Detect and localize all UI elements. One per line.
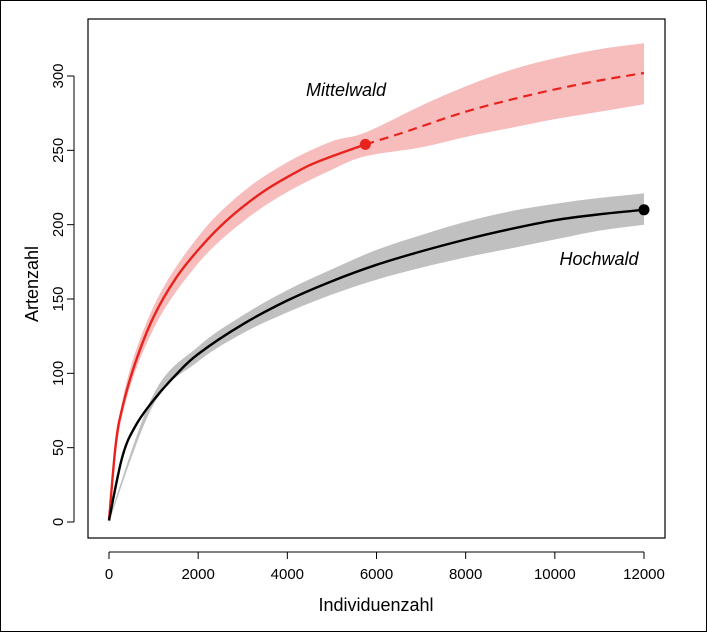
series-lines	[107, 71, 650, 521]
line-mittelwald	[107, 143, 366, 521]
band-mittelwald	[109, 43, 644, 523]
x-tick-label: 0	[105, 566, 113, 583]
y-axis: 0 50 100 150 200 250 300	[50, 63, 75, 526]
x-axis: 0 2000 4000 6000 8000 10000 12000	[105, 551, 665, 583]
confidence-bands	[109, 43, 644, 523]
x-tick-label: 4000	[271, 566, 304, 583]
y-tick-label: 150	[50, 286, 67, 311]
extrapolation-mittelwald	[365, 71, 645, 146]
y-tick-label: 300	[50, 63, 67, 88]
y-tick-label: 200	[50, 212, 67, 237]
series-label-mittelwald: Mittelwald	[306, 80, 387, 100]
x-tick-label: 6000	[360, 566, 393, 583]
observed-point-mittelwald	[359, 138, 371, 150]
x-tick-label: 8000	[449, 566, 482, 583]
y-tick-label: 50	[50, 439, 67, 456]
y-tick-label: 0	[50, 518, 67, 526]
observed-point-hochwald	[638, 204, 650, 216]
plot-area-border	[87, 18, 666, 539]
series-label-hochwald: Hochwald	[559, 249, 639, 269]
line-hochwald	[107, 208, 645, 521]
y-tick-label: 100	[50, 361, 67, 386]
y-axis-title: Artenzahl	[22, 246, 42, 322]
x-tick-label: 12000	[623, 566, 665, 583]
y-tick-label: 250	[50, 138, 67, 163]
band-hochwald	[109, 193, 644, 522]
x-tick-label: 2000	[181, 566, 214, 583]
x-axis-title: Individuenzahl	[318, 595, 433, 615]
x-tick-label: 10000	[534, 566, 576, 583]
